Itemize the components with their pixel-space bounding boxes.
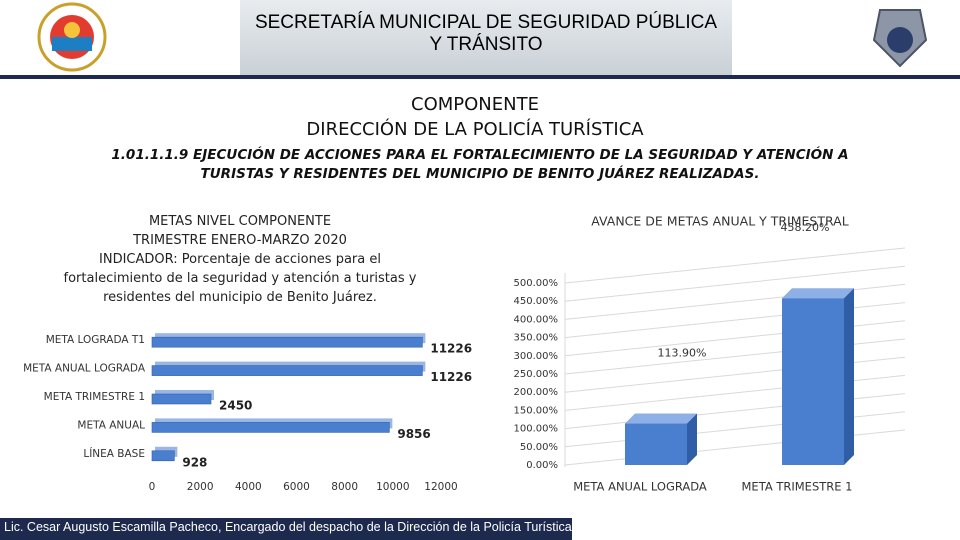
bar	[151, 450, 175, 462]
logo-right	[872, 9, 928, 68]
grid-line	[564, 265, 906, 302]
chart-title-line: INDICADOR: Porcentaje de acciones para e…	[63, 252, 417, 305]
chart-title: AVANCE DE METAS ANUAL Y TRIMESTRAL	[591, 214, 848, 229]
y-tick-label: 200.00%	[514, 387, 559, 398]
bar	[625, 423, 687, 465]
y-tick-label: META ANUAL	[77, 419, 145, 431]
footer: Lic. Cesar Augusto Escamilla Pacheco, En…	[4, 520, 576, 534]
data-label: 458.20%	[781, 221, 830, 234]
header: SECRETARÍA MUNICIPAL DE SEGURIDAD PÚBLIC…	[240, 0, 732, 75]
x-tick-label: 10000	[376, 481, 409, 493]
bar-side	[844, 288, 854, 465]
component: COMPONENTE DIRECCIÓN DE LA POLICÍA TURÍS…	[180, 92, 770, 142]
data-label: 2450	[219, 399, 252, 413]
footer-bar	[0, 518, 572, 540]
data-label: 9856	[397, 427, 430, 441]
x-tick-label: 8000	[331, 481, 358, 493]
bar	[151, 422, 390, 433]
y-tick-label: META ANUAL LOGRADA	[23, 363, 146, 375]
x-tick-label: 0	[149, 481, 156, 493]
y-tick-label: 100.00%	[514, 424, 559, 435]
bar	[151, 393, 212, 405]
header-title: Y TRÁNSITO	[429, 34, 543, 55]
data-label: 928	[182, 455, 207, 469]
bar	[782, 298, 844, 465]
y-tick-label: 300.00%	[514, 351, 559, 362]
x-tick-label: META ANUAL LOGRADA	[573, 480, 707, 494]
bar-side	[687, 413, 697, 465]
bar-top	[625, 413, 697, 424]
y-tick-label: META TRIMESTRE 1	[44, 391, 145, 403]
bar	[151, 336, 423, 348]
y-tick-label: 450.00%	[514, 296, 559, 307]
component-line: DIRECCIÓN DE LA POLICÍA TURÍSTICA	[306, 119, 644, 140]
data-label: 11226	[430, 370, 472, 384]
bar-top	[782, 288, 854, 299]
x-tick-label: META TRIMESTRE 1	[742, 480, 853, 494]
component-line: COMPONENTE	[411, 94, 539, 115]
header-rule	[0, 75, 960, 79]
data-label: 11226	[430, 342, 472, 356]
logo-left	[37, 2, 107, 72]
y-tick-label: META LOGRADA T1	[46, 334, 145, 346]
y-tick-label: 350.00%	[514, 333, 559, 344]
chart-title-line: METAS NIVEL COMPONENTE	[148, 214, 332, 229]
x-tick-label: 4000	[235, 481, 262, 493]
chart-title: METAS NIVEL COMPONENTE TRIMESTRE ENERO-M…	[55, 212, 425, 307]
y-tick-label: 0.00%	[526, 460, 558, 471]
y-tick-label: 500.00%	[514, 278, 559, 289]
x-tick-label: 6000	[283, 481, 310, 493]
chart-title-line: TRIMESTRE ENERO-MARZO 2020	[133, 233, 347, 248]
header-title: SECRETARÍA MUNICIPAL DE SEGURIDAD PÚBLIC…	[254, 12, 718, 33]
y-tick-label: 400.00%	[514, 314, 559, 325]
grid-line	[564, 247, 906, 284]
data-label: 113.90%	[658, 347, 707, 360]
y-tick-label: LÍNEA BASE	[83, 447, 145, 460]
bar	[151, 365, 423, 376]
indicator: 1.01.1.1.9 EJECUCIÓN DE ACCIONES PARA EL…	[111, 147, 849, 182]
y-tick-label: 50.00%	[520, 442, 558, 453]
y-tick-label: 150.00%	[514, 405, 559, 416]
x-tick-label: 2000	[187, 481, 214, 493]
y-tick-label: 250.00%	[514, 369, 559, 380]
x-tick-label: 12000	[424, 481, 457, 493]
